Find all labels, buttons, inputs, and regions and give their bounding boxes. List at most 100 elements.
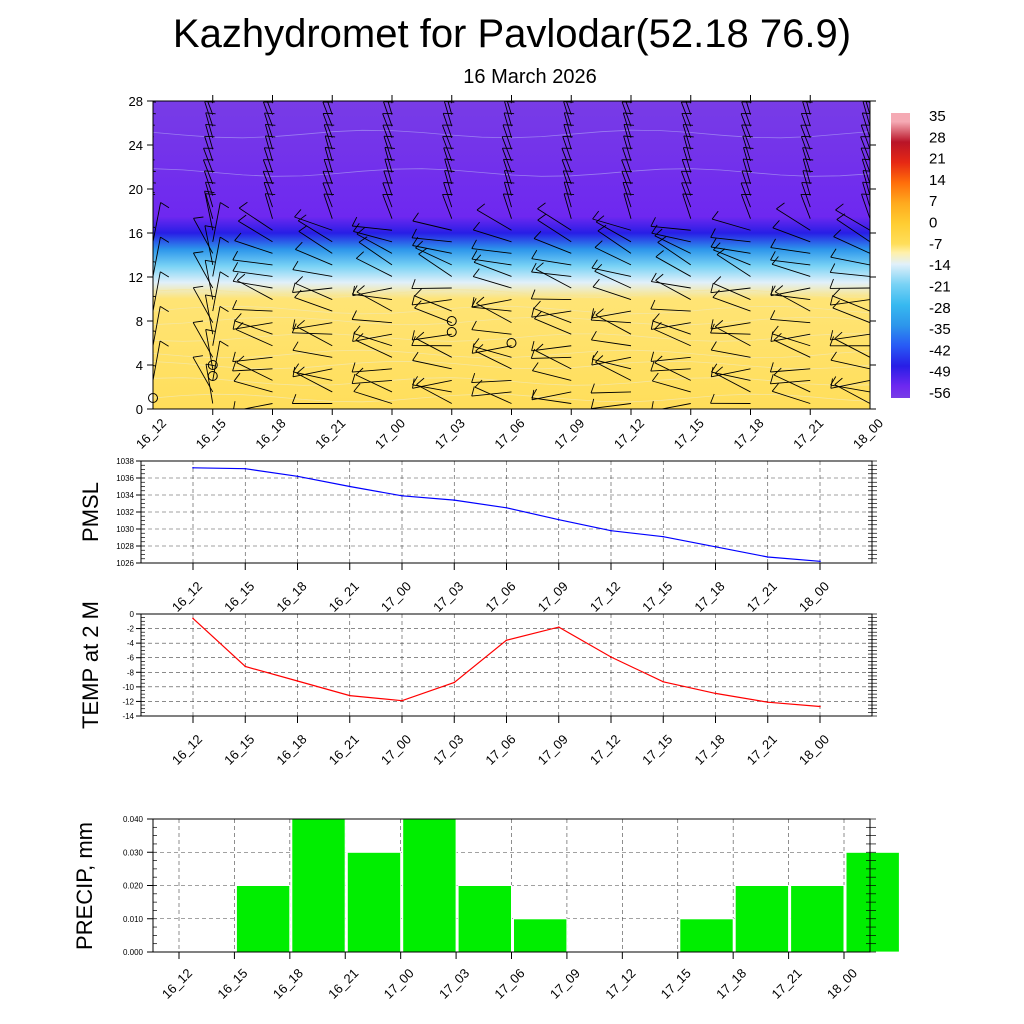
wind-barb-feather [771,383,779,392]
wind-barb-feather [472,268,480,277]
x-tick-label: 17_09 [535,732,571,768]
wind-barb-shaft [591,403,632,409]
colorbar-label: -42 [929,342,951,359]
wind-barb-shaft [623,193,632,219]
wind-barb-feather [623,112,634,115]
wind-barb-shaft [622,182,632,208]
precip-bar [291,818,346,953]
wind-barb-feather [153,330,156,332]
wind-barb-feather [713,242,721,251]
wind-barb-shaft [153,101,154,104]
wind-barb-shaft [503,182,512,208]
wind-barb-shaft [710,322,751,330]
wind-barb-feather [650,217,656,227]
wind-barb-shaft [292,368,333,378]
wind-barb-shaft [153,171,154,173]
wind-barb-feather [355,251,365,259]
colorbar-label: -28 [929,300,951,317]
wind-barb-feather [830,378,833,389]
wind-barb-shaft [835,209,870,231]
wind-barb-shaft [531,298,572,300]
wind-barb-feather [771,325,779,335]
x-tick-label: 16_18 [252,416,288,452]
wind-barb-feather [776,202,785,210]
data-point [453,499,456,501]
precip-bar [513,918,568,953]
wind-barb-shaft [412,220,452,231]
contour-line [153,377,870,386]
wind-barb-shaft [356,291,393,312]
wind-barb-shaft [834,338,870,358]
wind-barb-shaft [534,318,572,335]
x-tick-label: 17_15 [658,966,694,1002]
wind-barb-shaft [770,368,811,373]
wind-barb-feather [591,355,594,366]
wind-barb-shaft [745,101,751,115]
wind-barb-feather [535,343,544,352]
wind-barb-feather [622,181,633,184]
wind-barb-feather [292,260,299,270]
wind-barb-shaft [740,194,751,219]
x-tick-label: 16_15 [193,416,229,452]
wind-barb-shaft [472,345,512,358]
wind-barb-shaft [537,219,572,243]
wind-barb-feather [504,90,514,91]
x-tick-label: 16_21 [326,732,362,768]
wind-barb-feather [803,78,813,79]
wind-barb-feather [219,271,229,278]
wind-barb-feather [351,373,356,384]
wind-barb-shaft [531,391,572,401]
wind-barb-feather [835,203,844,211]
wind-barb-feather [384,147,395,149]
y-tick-label: 1026 [116,559,134,568]
wind-barb-shaft [563,193,572,219]
wind-barb-shaft [710,287,751,294]
wind-barb-shaft [651,322,691,330]
wind-barb-feather [351,216,358,227]
precip-bar [402,818,457,953]
x-tick-label: 17_06 [482,579,518,615]
wind-barb-shaft [233,280,273,289]
contour-line [153,393,870,403]
wind-barb-feather [711,210,719,220]
wind-barb-shaft [682,147,692,173]
y-tick-label: 0.010 [123,915,144,924]
wind-barb-feather [710,393,715,404]
wind-barb-feather [591,330,597,341]
wind-barb-shaft [205,124,214,150]
wind-barb-feather [353,223,360,232]
wind-barb-feather [742,135,753,138]
wind-barb-feather [710,282,714,293]
wind-barb-shaft [472,299,512,308]
wind-barb-shaft [680,171,692,196]
precip-bar [346,851,402,953]
wind-barb-shaft [153,271,161,312]
temperature-field [153,101,870,409]
wind-barb-shaft [594,247,632,266]
wind-barb-feather [298,225,308,232]
data-point [662,680,665,683]
wind-barb-shaft [836,219,870,243]
wind-barb-shaft [204,191,214,231]
wind-barb-shaft [382,113,393,139]
wind-barb-feather [504,112,515,115]
data-point [244,665,247,668]
wind-barb-shaft [809,101,811,104]
wind-barb-shaft [680,101,692,127]
wind-barb-shaft [623,135,632,162]
y-tick-label: 4 [136,358,143,373]
wind-barb-feather [623,193,634,196]
wind-barb-shaft [537,208,572,231]
y-tick-label: 1034 [116,491,134,500]
wind-barb-shaft [472,345,512,354]
wind-barb-shaft [298,231,333,254]
wind-barb-shaft [322,113,333,139]
wind-barb-shaft [414,295,452,312]
wind-barb-shaft [625,101,632,115]
wind-barb-feather [504,181,515,184]
wind-barb-feather [471,297,475,308]
wind-barb-shaft [474,386,512,404]
wind-barb-feather [832,288,841,297]
wind-barb-shaft [326,101,333,115]
wind-barb-shaft [414,307,452,324]
